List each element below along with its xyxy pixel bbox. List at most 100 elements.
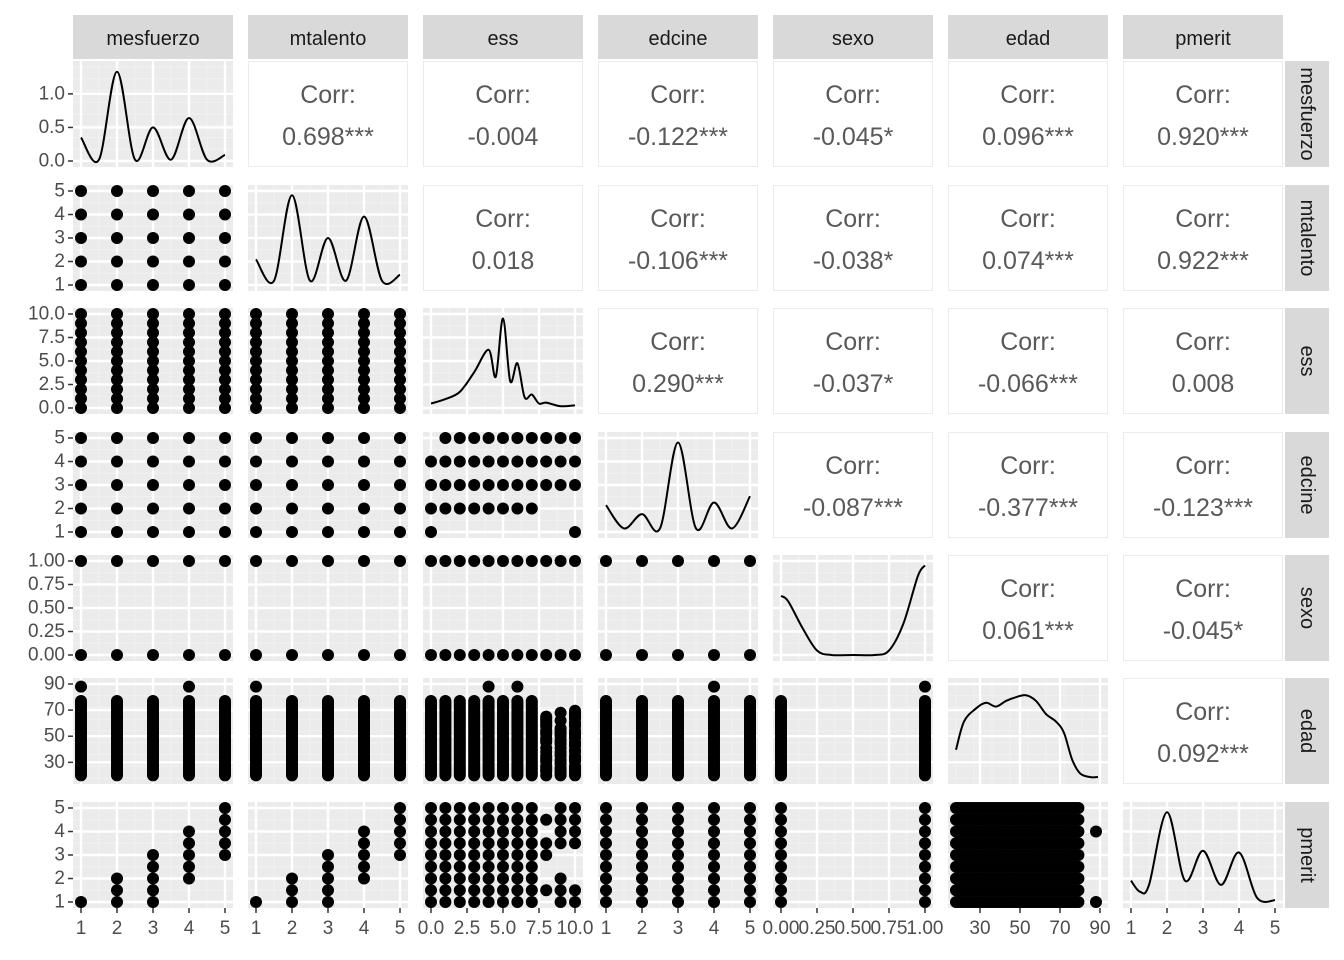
- y-tick-label: 0.75: [28, 574, 65, 595]
- scatter-point: [111, 555, 123, 567]
- scatter-point: [358, 317, 370, 330]
- strip-top-sexo: [773, 15, 933, 59]
- scatter-point: [286, 392, 298, 405]
- scatter-point: [439, 896, 452, 908]
- panel-mtalento-pmerit: Corr: 0.922***: [1123, 185, 1283, 291]
- scatter-point: [358, 345, 370, 358]
- scatter-point: [286, 555, 298, 567]
- y-tick-label: 4: [54, 821, 65, 842]
- y-tick-label: 0.00: [28, 645, 65, 666]
- scatter-point: [453, 694, 466, 707]
- x-tick-label: 5: [1270, 918, 1281, 939]
- panel-mtalento-ess: Corr: 0.018: [423, 185, 583, 291]
- density-line-mtalento: [255, 194, 401, 285]
- strip-right-label-mesfuerzo: mesfuerzo: [1296, 67, 1318, 160]
- scatter-point: [322, 872, 334, 885]
- scatter-point: [708, 860, 720, 873]
- panel-sexo-edcine: [598, 555, 758, 661]
- corr-panel-bg: [773, 432, 933, 538]
- scatter-point: [147, 308, 159, 320]
- corr-value: -0.038*: [813, 247, 894, 275]
- panel-mesfuerzo-mtalento: Corr: 0.698***: [248, 61, 408, 167]
- scatter-point: [708, 680, 720, 693]
- scatter-point: [111, 336, 123, 349]
- scatter-point: [453, 502, 466, 515]
- y-tick-label: 90: [44, 674, 65, 695]
- scatter-point: [425, 813, 437, 826]
- scatter-point: [147, 317, 159, 330]
- x-tick-label: 1: [76, 918, 87, 939]
- scatter-point: [497, 432, 509, 444]
- scatter-point: [394, 392, 406, 405]
- x-tick-label: 4: [359, 918, 370, 939]
- scatter-point: [183, 336, 195, 349]
- panel-edad-ess: [423, 678, 583, 784]
- scatter-point: [394, 455, 406, 468]
- panel-mesfuerzo-pmerit: Corr: 0.920***: [1123, 61, 1283, 167]
- panel-sexo-pmerit: Corr: -0.045*: [1123, 555, 1283, 661]
- corr-panel-bg: [598, 61, 758, 167]
- scatter-point: [75, 364, 87, 377]
- scatter-point: [497, 555, 509, 567]
- corr-label: Corr:: [825, 81, 881, 109]
- scatter-point: [468, 649, 481, 661]
- scatter-point: [425, 837, 437, 850]
- x-tick-label: 0.50: [835, 918, 872, 939]
- scatter-point: [775, 884, 787, 897]
- scatter-point: [147, 502, 159, 515]
- scatter-point: [672, 802, 684, 814]
- x-tick-label: 30: [969, 918, 990, 939]
- panel-edcine-mtalento: [248, 432, 408, 538]
- scatter-point: [708, 802, 720, 814]
- scatter-point: [672, 649, 684, 661]
- scatter-point: [286, 317, 298, 330]
- scatter-point: [744, 884, 756, 897]
- strip-top-mesfuerzo: [73, 15, 233, 59]
- corr-panel-bg: [948, 432, 1108, 538]
- scatter-point: [468, 896, 481, 908]
- scatter-point: [554, 455, 567, 468]
- scatter-point: [219, 526, 231, 538]
- scatter-point: [183, 432, 195, 444]
- scatter-point: [394, 317, 406, 330]
- scatter-point: [511, 479, 524, 491]
- scatter-point: [554, 837, 567, 850]
- corr-label: Corr:: [300, 81, 356, 109]
- x-tick-label: 4: [709, 918, 720, 939]
- scatter-point: [322, 849, 334, 861]
- corr-value: -0.037*: [813, 370, 894, 398]
- scatter-point: [497, 884, 509, 897]
- y-tick-label: 2: [54, 868, 65, 889]
- scatter-point: [497, 860, 509, 873]
- scatter-point: [672, 837, 684, 850]
- scatter-point: [75, 694, 87, 707]
- scatter-point: [183, 232, 195, 244]
- scatter-point: [1072, 849, 1085, 861]
- scatter-point: [525, 802, 538, 814]
- scatter-point: [482, 825, 495, 838]
- scatter-point: [322, 373, 334, 386]
- scatter-point: [75, 383, 87, 396]
- scatter-point: [511, 896, 524, 908]
- strip-right-sexo: [1285, 555, 1329, 661]
- scatter-point: [322, 383, 334, 396]
- scatter-point: [322, 455, 334, 468]
- scatter-point: [358, 872, 370, 885]
- scatter-point: [322, 345, 334, 358]
- scatter-point: [600, 555, 612, 567]
- corr-label: Corr:: [650, 205, 706, 233]
- scatter-point: [358, 849, 370, 861]
- scatter-point: [439, 837, 452, 850]
- scatter-point: [672, 694, 684, 707]
- panel-pmerit-pmerit: [1123, 802, 1283, 908]
- y-tick-label: 0.0: [39, 151, 65, 172]
- scatter-point: [468, 872, 481, 885]
- panel-pmerit-edad: [948, 802, 1108, 908]
- scatter-point: [672, 872, 684, 885]
- scatter-point: [219, 326, 231, 339]
- y-tick-label: 2.5: [39, 374, 65, 395]
- scatter-point: [250, 345, 262, 358]
- scatter-point: [468, 502, 481, 515]
- scatter-point: [147, 255, 159, 268]
- scatter-point: [322, 317, 334, 330]
